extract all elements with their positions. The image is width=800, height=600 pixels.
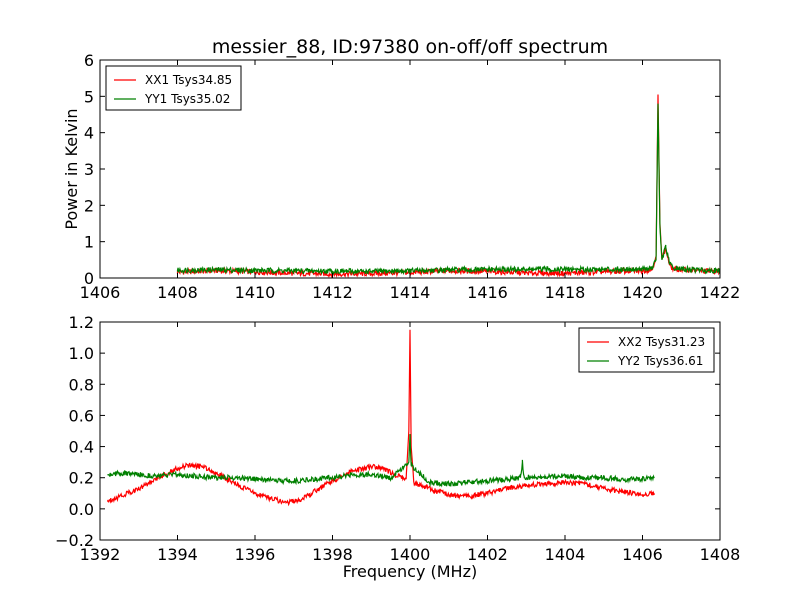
x-tick-label: 1420 <box>622 283 663 302</box>
y-tick-label: 4 <box>84 124 94 143</box>
y-tick-label: −0.2 <box>55 531 94 550</box>
x-tick-label: 1412 <box>312 283 353 302</box>
x-tick-label: 1408 <box>700 545 741 564</box>
x-tick-label: 1418 <box>545 283 586 302</box>
legend-label: YY1 Tsys35.02 <box>144 92 230 106</box>
y-tick-label: 0.0 <box>69 500 94 519</box>
x-tick-label: 1404 <box>545 545 586 564</box>
x-tick-label: 1392 <box>80 545 121 564</box>
legend-label: XX2 Tsys31.23 <box>618 335 705 349</box>
y-tick-label: 1 <box>84 233 94 252</box>
legend: XX1 Tsys34.85 YY1 Tsys35.02 <box>105 65 242 111</box>
chart-title: messier_88, ID:97380 on-off/off spectrum <box>212 36 608 58</box>
series-line-2 <box>107 434 655 488</box>
x-tick-label: 1402 <box>467 545 508 564</box>
legend-label: YY2 Tsys36.61 <box>617 354 703 368</box>
x-tick-label: 1408 <box>157 283 198 302</box>
legend-box <box>105 65 242 111</box>
y-axis-label: Power in Kelvin <box>62 108 81 229</box>
y-tick-label: 1.2 <box>69 313 94 332</box>
legend: XX2 Tsys31.23 YY2 Tsys36.61 <box>578 327 715 373</box>
x-tick-label: 1414 <box>390 283 431 302</box>
series-line-2 <box>176 103 720 276</box>
y-tick-label: 0.6 <box>69 406 94 425</box>
legend-box <box>578 327 715 373</box>
x-tick-label: 1396 <box>235 545 276 564</box>
x-tick-label: 1406 <box>80 283 121 302</box>
top-plot: 1406 1408 1410 1412 1414 1416 1418 1420 1422 0 1 2 3… <box>62 51 740 302</box>
y-tick-label: 5 <box>84 87 94 106</box>
series-line-1 <box>107 329 655 507</box>
x-tick-label: 1410 <box>235 283 276 302</box>
x-tick-label: 1398 <box>312 545 353 564</box>
x-tick-label: 1422 <box>700 283 741 302</box>
y-tick-label: 3 <box>84 160 94 179</box>
x-tick-label: 1416 <box>467 283 508 302</box>
x-tick-label: 1394 <box>157 545 198 564</box>
x-tick-label: 1406 <box>622 545 663 564</box>
x-axis-label: Frequency (MHz) <box>343 562 477 581</box>
y-tick-label: 2 <box>84 196 94 215</box>
y-tick-label: 6 <box>84 51 94 70</box>
bottom-plot: 1392 1394 1396 1398 1400 1402 1404 1406 1408 −0.2… <box>55 313 740 581</box>
x-tick-label: 1400 <box>390 545 431 564</box>
y-tick-label: 1.0 <box>69 344 94 363</box>
y-tick-label: 0.8 <box>69 375 94 394</box>
legend-label: XX1 Tsys34.85 <box>145 73 232 87</box>
y-tick-label: 0 <box>84 269 94 288</box>
y-tick-label: 0.4 <box>69 438 94 457</box>
y-tick-label: 0.2 <box>69 469 94 488</box>
